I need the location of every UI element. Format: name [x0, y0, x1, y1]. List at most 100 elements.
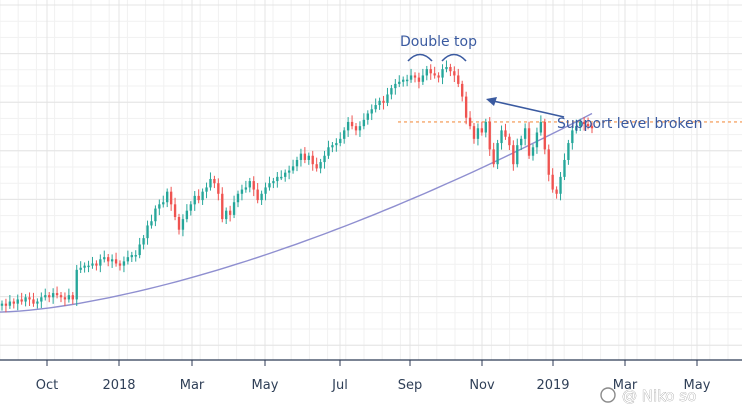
candle-body — [236, 193, 240, 203]
candle-body — [413, 75, 417, 78]
x-tick-label: Mar — [180, 378, 205, 393]
candle-body — [315, 164, 318, 169]
candle-body — [476, 128, 480, 139]
candle-body — [453, 71, 456, 76]
candle-body — [99, 259, 102, 266]
candle-body — [346, 121, 350, 131]
candle-body — [8, 301, 12, 306]
candle-body — [91, 263, 94, 266]
double-top-arc — [441, 53, 467, 62]
candle-body — [12, 301, 15, 304]
watermark-text: @ Niko so — [622, 387, 696, 405]
candle-body — [67, 295, 71, 300]
candle-body — [197, 195, 200, 201]
candle-body — [48, 295, 51, 298]
candle-body — [339, 138, 342, 144]
support-broken-arrow — [488, 99, 565, 118]
candle-body — [547, 149, 550, 175]
candle-body — [287, 170, 291, 173]
candle-body — [374, 105, 377, 110]
candle-body — [280, 176, 283, 179]
candle-body — [260, 193, 263, 201]
candle-body — [555, 189, 558, 194]
candle-body — [225, 210, 228, 220]
candle-body — [213, 178, 216, 184]
candle-body — [79, 267, 82, 270]
candle-body — [582, 121, 586, 125]
candle-body — [579, 121, 582, 127]
candle-body — [390, 88, 393, 95]
arrow-head-icon — [486, 97, 497, 106]
x-tick-label: May — [252, 378, 279, 393]
double-top-label: Double top — [400, 34, 477, 50]
candle-body — [16, 299, 19, 304]
candle-body — [134, 255, 137, 257]
candle-body — [571, 130, 574, 144]
candle-body — [44, 295, 47, 298]
candle-body — [488, 121, 491, 150]
candle-body — [539, 121, 543, 133]
candle-body — [402, 79, 405, 82]
candle-body — [433, 73, 436, 76]
support-broken-label: Support level broken — [557, 116, 703, 132]
candle-body — [209, 178, 212, 188]
candle-body — [409, 75, 413, 80]
candle-body — [567, 143, 570, 160]
x-tick-label: 2018 — [102, 378, 135, 393]
candle-body — [590, 126, 594, 129]
candle-body — [523, 128, 527, 139]
candle-body — [83, 265, 86, 268]
candle-body — [20, 299, 23, 302]
candle-body — [146, 225, 149, 239]
candle-body — [307, 155, 310, 160]
candle-body — [472, 126, 476, 139]
candle-body — [264, 187, 267, 194]
candle-body — [350, 121, 354, 127]
candle-body — [103, 257, 106, 260]
moving-average-line — [0, 112, 593, 313]
candle-body — [173, 204, 177, 218]
candle-body — [4, 303, 8, 306]
candle-body — [358, 126, 362, 131]
candle-body — [118, 263, 122, 266]
candle-body — [551, 174, 554, 190]
x-tick-label: Sep — [398, 378, 423, 393]
candle-body — [107, 257, 110, 262]
candle-body — [268, 183, 271, 188]
candle-body — [417, 77, 421, 82]
candle-body — [441, 69, 444, 78]
candle-body — [480, 128, 484, 133]
candle-body — [248, 181, 251, 188]
candle-body — [295, 159, 299, 167]
candle-body — [429, 69, 432, 74]
candle-body — [527, 128, 531, 156]
candle-body — [110, 259, 114, 262]
candle-body — [256, 189, 259, 201]
candle-body — [63, 297, 67, 300]
x-tick-label: Oct — [36, 378, 58, 393]
candle-body — [382, 100, 385, 103]
candle-body — [126, 257, 130, 262]
watermark: @ Niko so — [600, 387, 697, 405]
candle-body — [240, 189, 244, 194]
candle-body — [166, 191, 169, 203]
x-tick-label: May — [684, 378, 711, 393]
candle-body — [303, 153, 307, 160]
candle-body — [354, 126, 358, 131]
candle-body — [586, 124, 590, 127]
candle-body — [461, 83, 464, 97]
candle-body — [193, 195, 196, 205]
candle-body — [531, 147, 535, 156]
candle-body — [75, 269, 78, 300]
candle-body — [221, 193, 224, 220]
candle-body — [32, 299, 35, 304]
candle-body — [437, 75, 440, 78]
candle-body — [520, 138, 523, 146]
candle-body — [559, 176, 562, 194]
candle-body — [252, 181, 255, 190]
candle-body — [512, 145, 515, 165]
candle-body — [95, 263, 98, 266]
candle-body — [575, 126, 578, 131]
candle-body — [122, 261, 126, 266]
x-tick-label: 2019 — [536, 378, 569, 393]
